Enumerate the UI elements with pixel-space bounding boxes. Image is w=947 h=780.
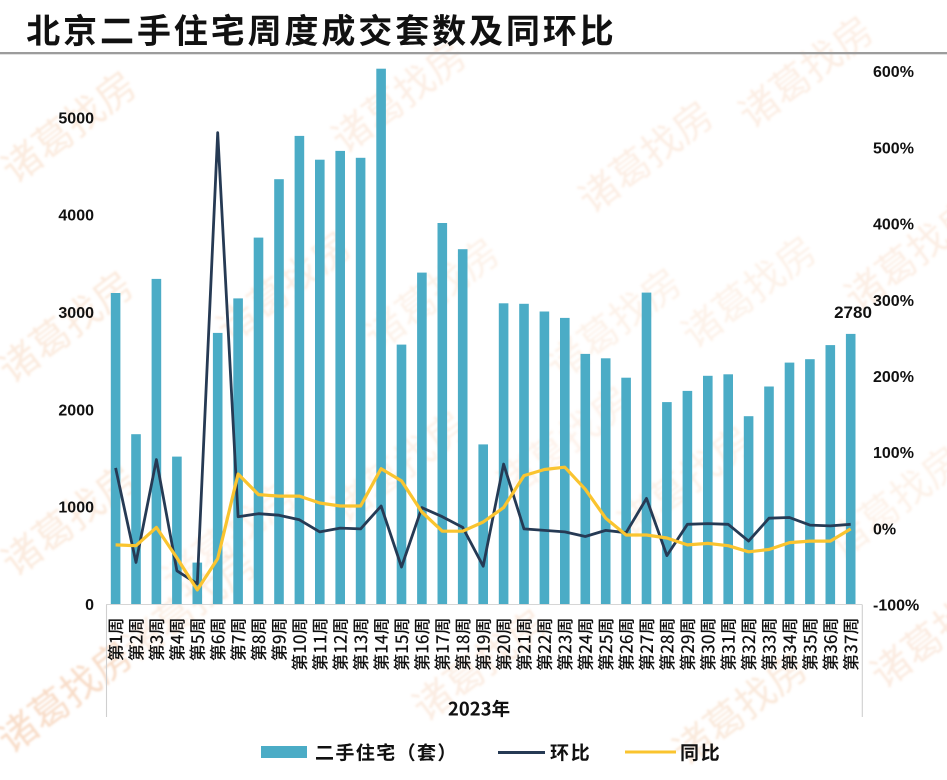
svg-text:5000: 5000 — [58, 110, 94, 127]
svg-text:3000: 3000 — [58, 305, 94, 322]
svg-text:0%: 0% — [873, 521, 896, 538]
svg-text:1000: 1000 — [58, 500, 94, 517]
svg-text:600%: 600% — [873, 64, 914, 81]
svg-text:100%: 100% — [873, 445, 914, 462]
svg-text:200%: 200% — [873, 369, 914, 386]
svg-text:-100%: -100% — [873, 598, 919, 615]
svg-text:2000: 2000 — [58, 402, 94, 419]
svg-text:4000: 4000 — [58, 208, 94, 225]
svg-text:500%: 500% — [873, 140, 914, 157]
svg-text:300%: 300% — [873, 293, 914, 310]
svg-text:2780: 2780 — [834, 303, 872, 322]
svg-text:0: 0 — [85, 597, 94, 614]
svg-text:400%: 400% — [873, 217, 914, 234]
